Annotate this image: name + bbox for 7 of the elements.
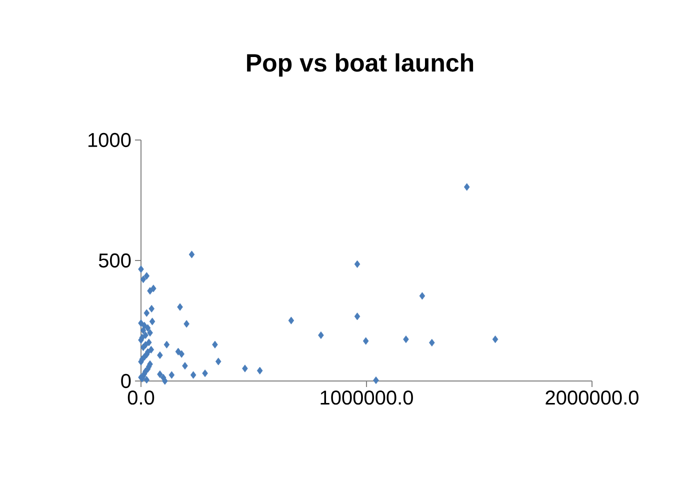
- x-tick-label: 2000000.0: [546, 390, 638, 405]
- y-tick-label: 0: [121, 374, 131, 388]
- y-tick-label: 500: [98, 253, 131, 268]
- chart-title: Pop vs boat launch: [247, 53, 474, 77]
- x-tick-label: 0.0: [128, 390, 154, 405]
- x-tick-label: 1000000.0: [320, 390, 413, 405]
- y-tick-label: 1000: [88, 132, 131, 148]
